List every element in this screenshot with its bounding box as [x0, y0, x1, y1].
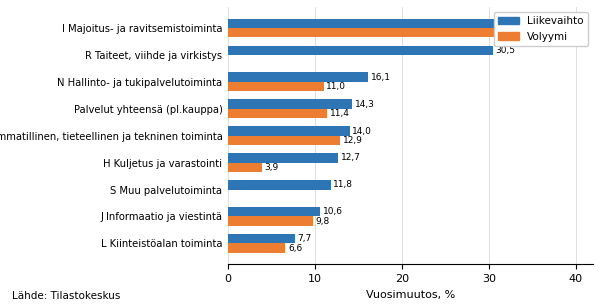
Bar: [228, 207, 320, 216]
Text: 7,7: 7,7: [298, 234, 312, 243]
X-axis label: Vuosimuutos, %: Vuosimuutos, %: [366, 290, 455, 300]
Bar: [228, 99, 352, 109]
Text: 14,0: 14,0: [352, 126, 372, 136]
Legend: Liikevaihto, Volyymi: Liikevaihto, Volyymi: [494, 12, 588, 46]
Text: 11,0: 11,0: [326, 82, 346, 91]
Text: 30,5: 30,5: [496, 46, 516, 55]
Bar: [228, 72, 368, 82]
Text: 16,1: 16,1: [371, 73, 391, 82]
Text: 9,8: 9,8: [316, 217, 330, 226]
Bar: [228, 234, 295, 244]
Text: 12,7: 12,7: [341, 154, 361, 162]
Bar: [228, 163, 262, 172]
Bar: [228, 19, 563, 28]
Text: 14,3: 14,3: [355, 100, 375, 109]
Bar: [228, 216, 313, 226]
Bar: [228, 153, 338, 163]
Bar: [228, 82, 323, 91]
Bar: [228, 244, 286, 253]
Bar: [228, 109, 327, 118]
Text: 12,9: 12,9: [343, 136, 362, 145]
Bar: [228, 126, 350, 136]
Text: 38,6: 38,6: [566, 19, 586, 28]
Bar: [228, 46, 493, 55]
Bar: [228, 180, 331, 189]
Text: 11,4: 11,4: [329, 109, 350, 118]
Text: 11,8: 11,8: [333, 180, 353, 189]
Text: 10,6: 10,6: [323, 207, 343, 216]
Text: 37,2: 37,2: [554, 28, 574, 37]
Bar: [228, 136, 340, 145]
Text: 6,6: 6,6: [288, 244, 302, 253]
Text: 3,9: 3,9: [265, 163, 279, 172]
Bar: [228, 28, 551, 37]
Text: Lähde: Tilastokeskus: Lähde: Tilastokeskus: [12, 291, 121, 301]
